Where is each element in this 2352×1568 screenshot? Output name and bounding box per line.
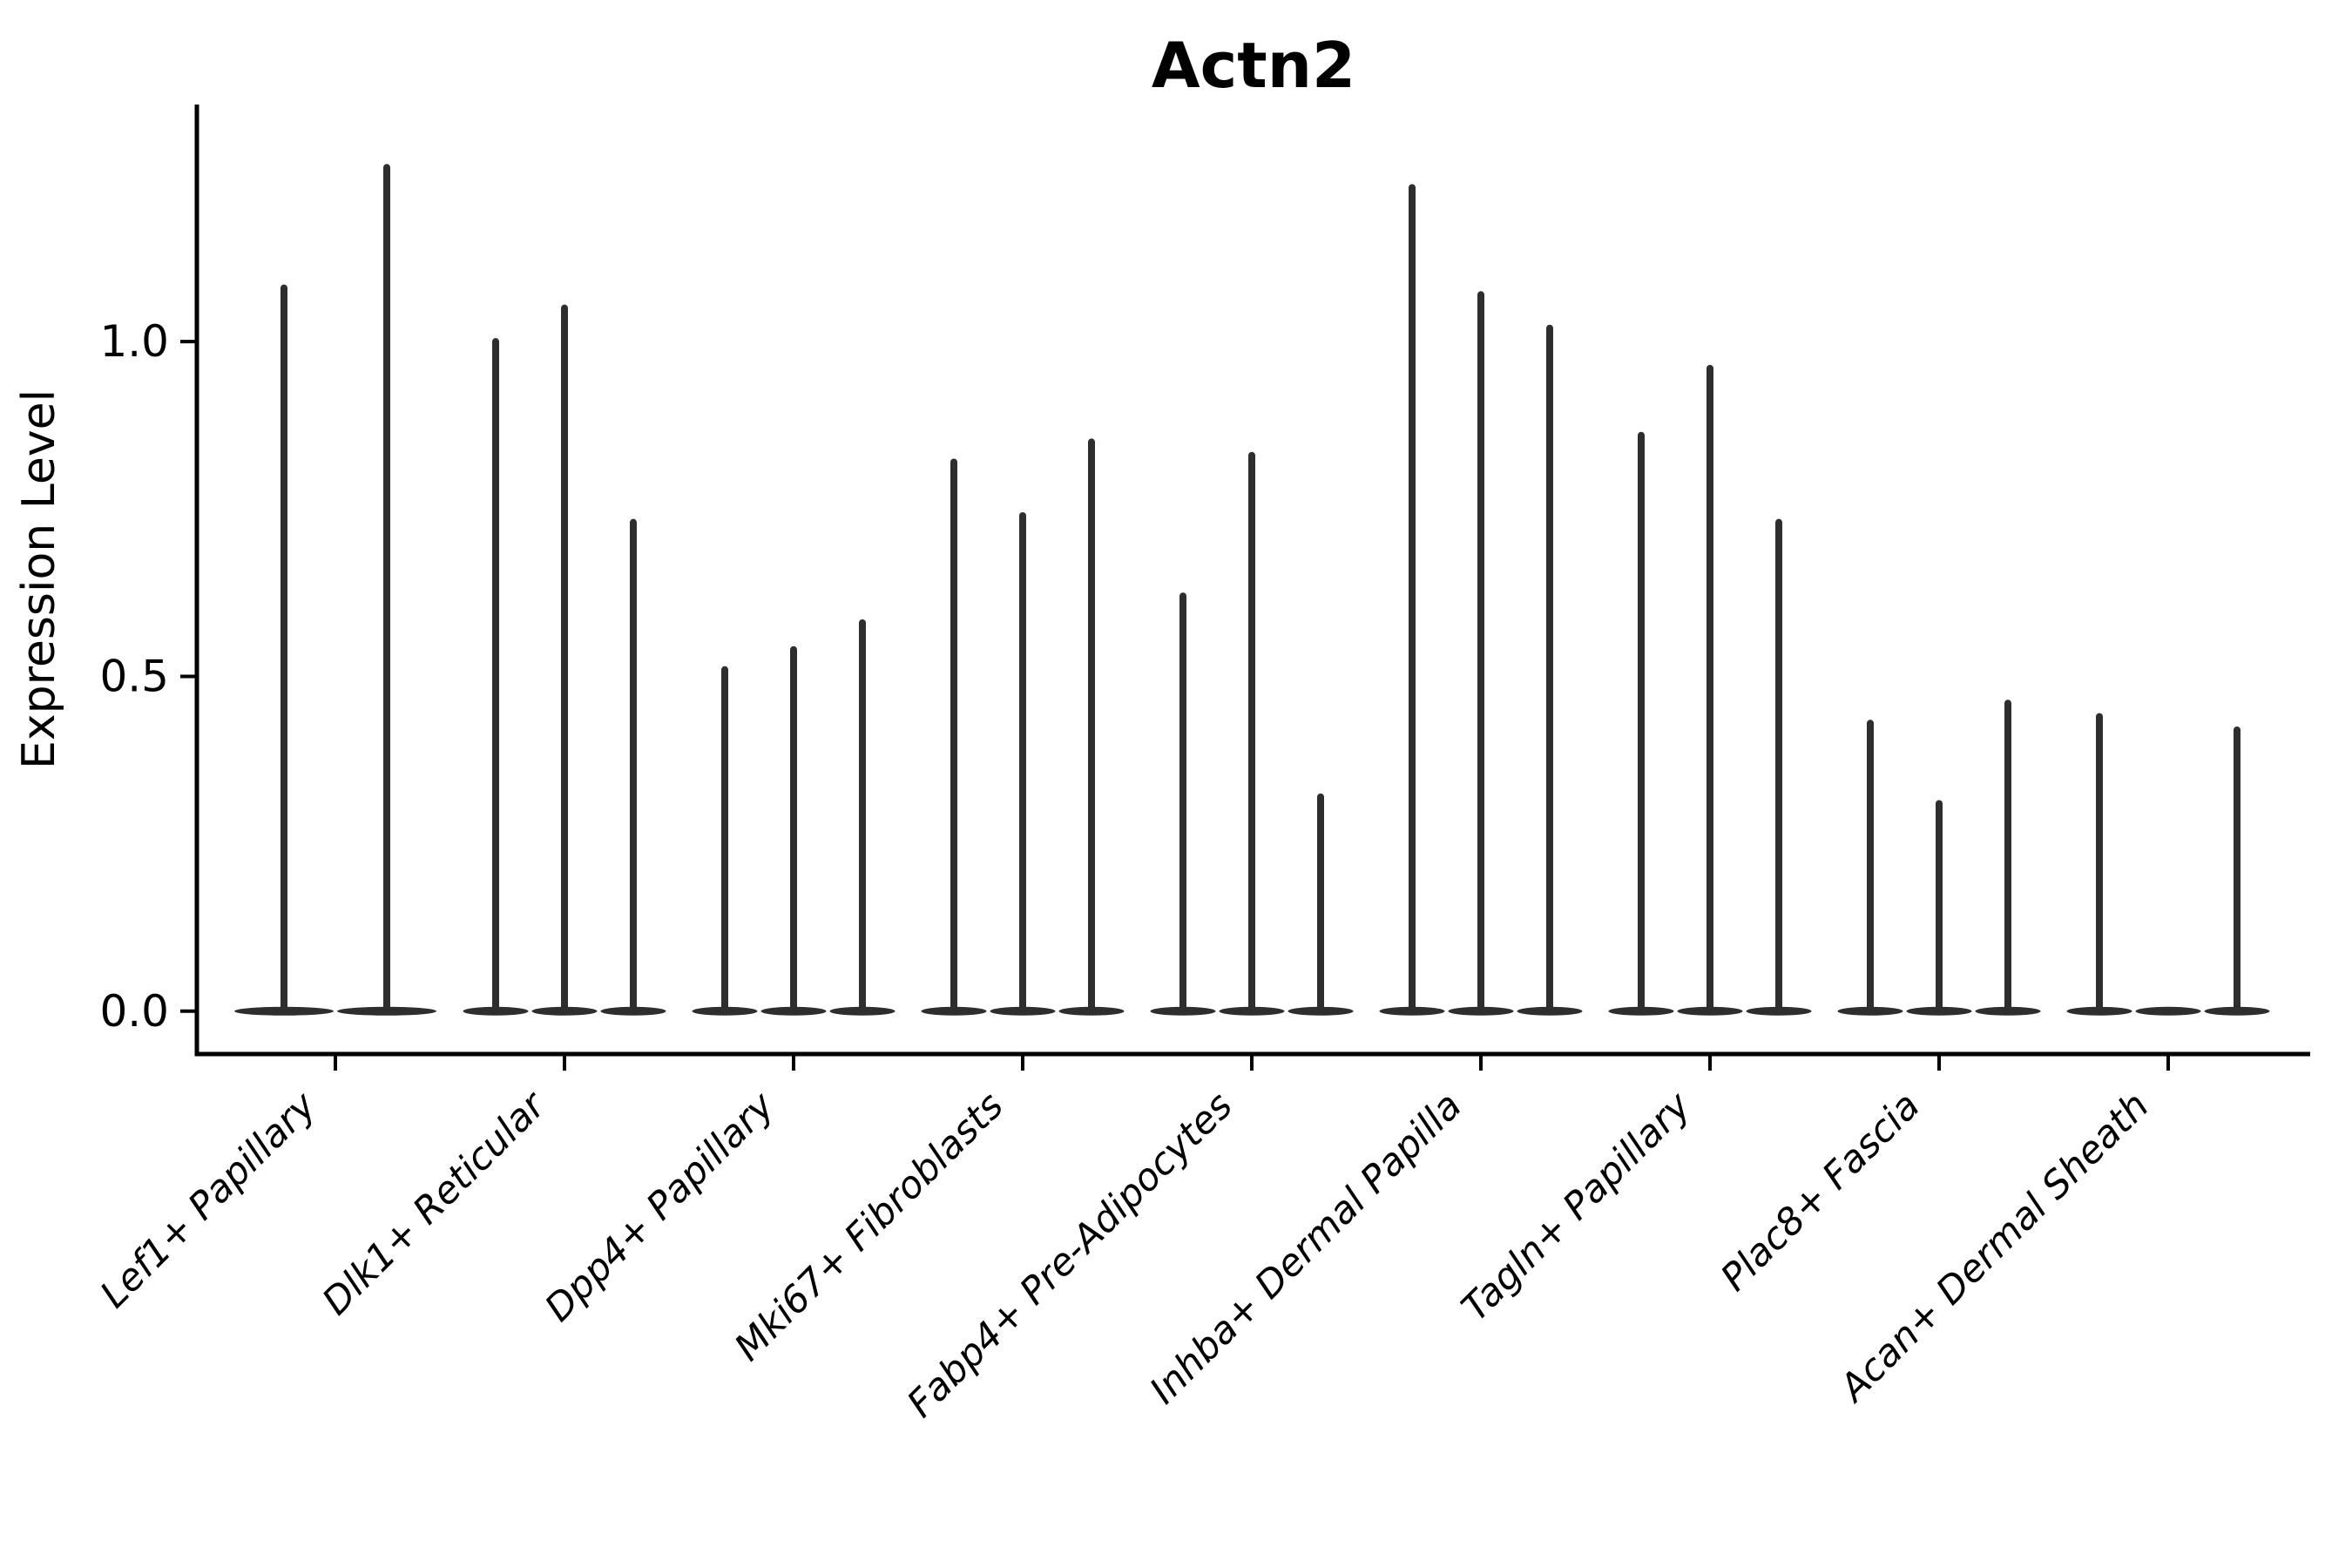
x-tick-label: Dlk1+ Reticular [314,1083,556,1324]
x-tick-label: Dpp4+ Papillary [537,1084,783,1330]
x-tick-label: Lef1+ Papillary [92,1084,325,1316]
x-tick-label: Plac8+ Fascia [1713,1084,1929,1300]
violin-body [2135,1006,2201,1016]
y-axis-label: Expression Level [13,389,65,769]
y-tick-label: 1.0 [99,316,169,367]
y-tick-label: 0.5 [99,651,169,701]
y-tick-label: 0.0 [99,986,169,1037]
chart-title: Actn2 [1152,29,1355,102]
x-tick-label: Tagln+ Papillary [1454,1084,1700,1330]
